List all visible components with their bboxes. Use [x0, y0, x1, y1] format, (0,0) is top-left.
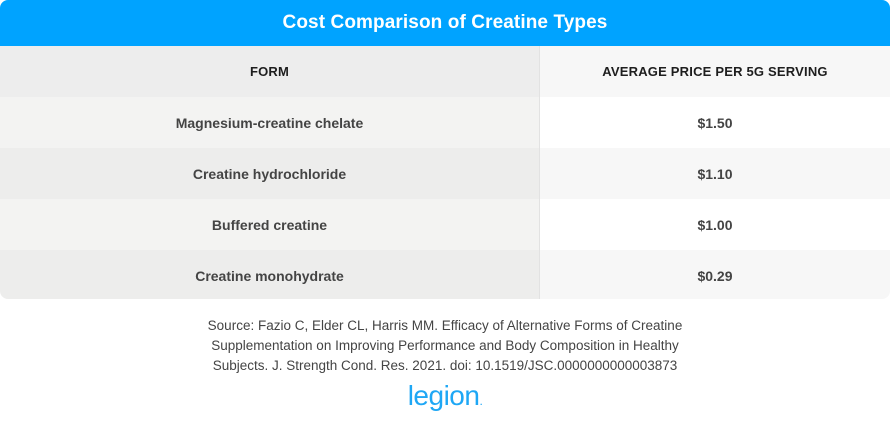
- table-row: Magnesium-creatine chelate $1.50: [0, 97, 890, 148]
- form-cell: Magnesium-creatine chelate: [0, 97, 540, 148]
- source-line-3: Subjects. J. Strength Cond. Res. 2021. d…: [212, 358, 678, 373]
- price-cell: $1.10: [540, 148, 890, 199]
- table-row: Creatine monohydrate $0.29: [0, 250, 890, 299]
- table-title: Cost Comparison of Creatine Types: [0, 0, 890, 46]
- form-cell: Creatine monohydrate: [0, 250, 540, 299]
- logo-text: legion: [407, 380, 480, 411]
- legion-logo: legion.: [0, 380, 890, 412]
- form-cell: Buffered creatine: [0, 199, 540, 250]
- source-line-1: Source: Fazio C, Elder CL, Harris MM. Ef…: [207, 318, 683, 333]
- logo-dot: .: [479, 394, 483, 408]
- price-cell: $1.00: [540, 199, 890, 250]
- comparison-table-card: Cost Comparison of Creatine Types FORM A…: [0, 0, 890, 299]
- table-row: Buffered creatine $1.00: [0, 199, 890, 250]
- header-price: AVERAGE PRICE PER 5G SERVING: [540, 46, 890, 97]
- header-form: FORM: [0, 46, 540, 97]
- source-line-2: Supplementation on Improving Performance…: [211, 338, 679, 353]
- price-cell: $0.29: [540, 250, 890, 299]
- form-cell: Creatine hydrochloride: [0, 148, 540, 199]
- price-cell: $1.50: [540, 97, 890, 148]
- table-row: Creatine hydrochloride $1.10: [0, 148, 890, 199]
- source-citation: Source: Fazio C, Elder CL, Harris MM. Ef…: [0, 316, 890, 376]
- table-header-row: FORM AVERAGE PRICE PER 5G SERVING: [0, 46, 890, 97]
